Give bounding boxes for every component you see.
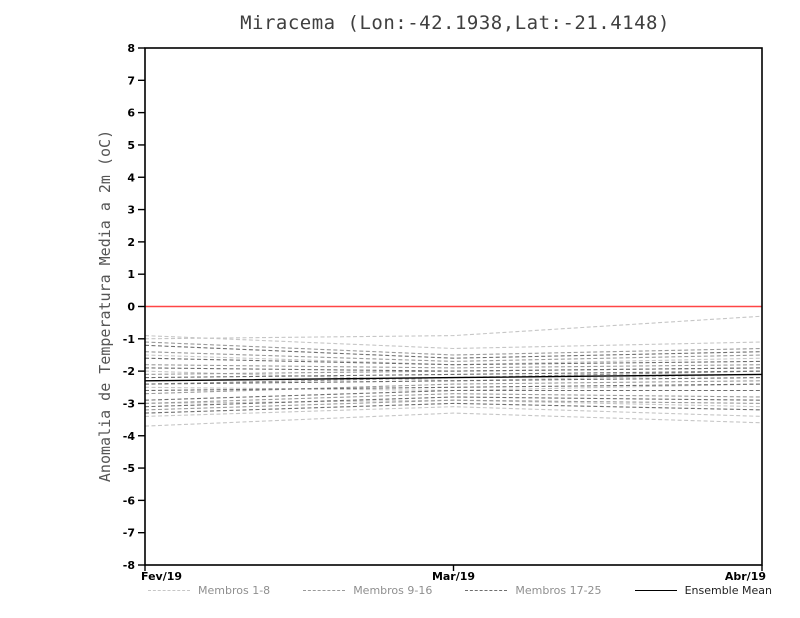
- legend-label: Ensemble Mean: [684, 584, 772, 597]
- legend-item-membros-1-8: Membros 1-8: [148, 584, 270, 597]
- series-line: [144, 393, 763, 404]
- series-line: [144, 335, 763, 350]
- svg-text:Abr/19: Abr/19: [725, 570, 766, 583]
- svg-text:4: 4: [127, 171, 135, 184]
- svg-text:7: 7: [127, 74, 135, 87]
- legend-line-sample-4: [634, 590, 677, 591]
- svg-text:-1: -1: [123, 333, 135, 346]
- svg-text:2: 2: [127, 236, 135, 249]
- series-line: [144, 373, 763, 382]
- legend-line-sample-1: [148, 590, 190, 591]
- svg-text:-7: -7: [123, 527, 135, 540]
- svg-text:-4: -4: [123, 430, 136, 443]
- series-line: [144, 341, 763, 356]
- series-line: [144, 357, 763, 366]
- svg-text:3: 3: [127, 204, 135, 217]
- svg-text:5: 5: [127, 139, 135, 152]
- legend-line-sample-2: [303, 590, 346, 591]
- svg-text:8: 8: [127, 42, 135, 55]
- series-line: [144, 370, 763, 379]
- series-line: [144, 402, 763, 414]
- series-line: [144, 383, 763, 392]
- series-line: [144, 406, 763, 417]
- svg-text:-5: -5: [123, 462, 135, 475]
- chart-title: Miracema (Lon:-42.1938,Lat:-21.4148): [240, 12, 670, 34]
- svg-text:0: 0: [127, 301, 135, 314]
- legend-item-membros-9-16: Membros 9-16: [303, 584, 432, 597]
- svg-text:-3: -3: [123, 397, 135, 410]
- legend-label: Membros 9-16: [353, 584, 433, 597]
- svg-text:-8: -8: [123, 559, 135, 572]
- series-line: [144, 367, 763, 372]
- series-line: [144, 412, 763, 427]
- svg-text:Fev/19: Fev/19: [141, 570, 182, 583]
- series-line: [144, 399, 763, 411]
- svg-text:6: 6: [127, 107, 135, 120]
- series-line: [144, 351, 763, 362]
- series-line: [144, 364, 763, 369]
- legend-label: Membros 1-8: [198, 584, 271, 597]
- series-line: [144, 396, 763, 408]
- series-line: [144, 377, 763, 385]
- legend-label: Membros 17-25: [515, 584, 602, 597]
- series-line: [144, 344, 763, 359]
- legend-item-ensemble-mean: Ensemble Mean: [634, 584, 772, 597]
- series-line: [144, 389, 762, 401]
- svg-text:Mar/19: Mar/19: [432, 570, 475, 583]
- svg-text:-6: -6: [123, 494, 136, 507]
- legend-item-membros-17-25: Membros 17-25: [465, 584, 602, 597]
- svg-text:-2: -2: [123, 365, 135, 378]
- svg-text:1: 1: [127, 268, 135, 281]
- legend-line-sample-3: [465, 590, 508, 591]
- series-line: [144, 380, 763, 395]
- series-line: [144, 315, 763, 340]
- legend: Membros 1-8 Membros 9-16 Membros 17-25 E…: [148, 584, 772, 597]
